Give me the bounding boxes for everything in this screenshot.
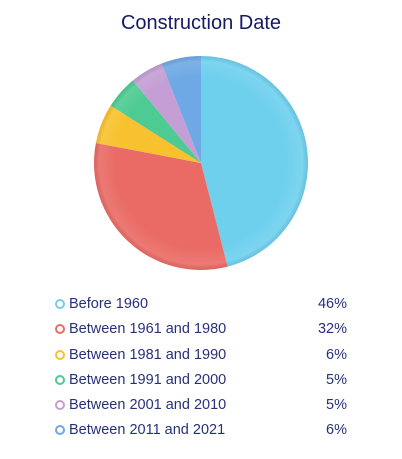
legend-percentage: 5% [326, 371, 347, 388]
legend-item: Before 1960 46% [55, 294, 347, 319]
pie-chart [94, 56, 309, 271]
legend: Before 1960 46% Between 1961 and 1980 32% Be… [55, 294, 347, 446]
legend-label: Between 1991 and 2000 [69, 371, 227, 388]
pie-slices [94, 56, 309, 271]
legend-marker [55, 299, 65, 309]
legend-item: Between 1961 and 1980 32% [55, 319, 347, 344]
legend-item: Between 1981 and 1990 6% [55, 345, 347, 370]
legend-percentage: 5% [326, 397, 347, 414]
legend-label: Between 2011 and 2021 [69, 422, 226, 439]
legend-item: Between 1991 and 2000 5% [55, 370, 347, 395]
legend-item: Between 2011 and 2021 6% [55, 420, 347, 445]
legend-percentage: 32% [317, 321, 347, 338]
legend-percentage: 46% [317, 296, 347, 312]
legend-label: Between 1961 and 1980 [69, 321, 227, 338]
legend-marker [55, 374, 65, 385]
legend-marker [55, 324, 65, 335]
legend-marker [55, 349, 65, 360]
legend-label: Between 1981 and 1990 [69, 346, 227, 363]
legend-label: Before 1960 [69, 296, 149, 312]
legend-marker [55, 425, 65, 436]
legend-label: Between 2001 and 2010 [69, 397, 227, 414]
legend-marker [55, 400, 65, 411]
legend-item: Between 2001 and 2010 5% [55, 395, 347, 420]
legend-percentage: 6% [326, 422, 347, 439]
legend-percentage: 6% [326, 346, 347, 363]
chart-title: Construction Date [120, 12, 282, 34]
